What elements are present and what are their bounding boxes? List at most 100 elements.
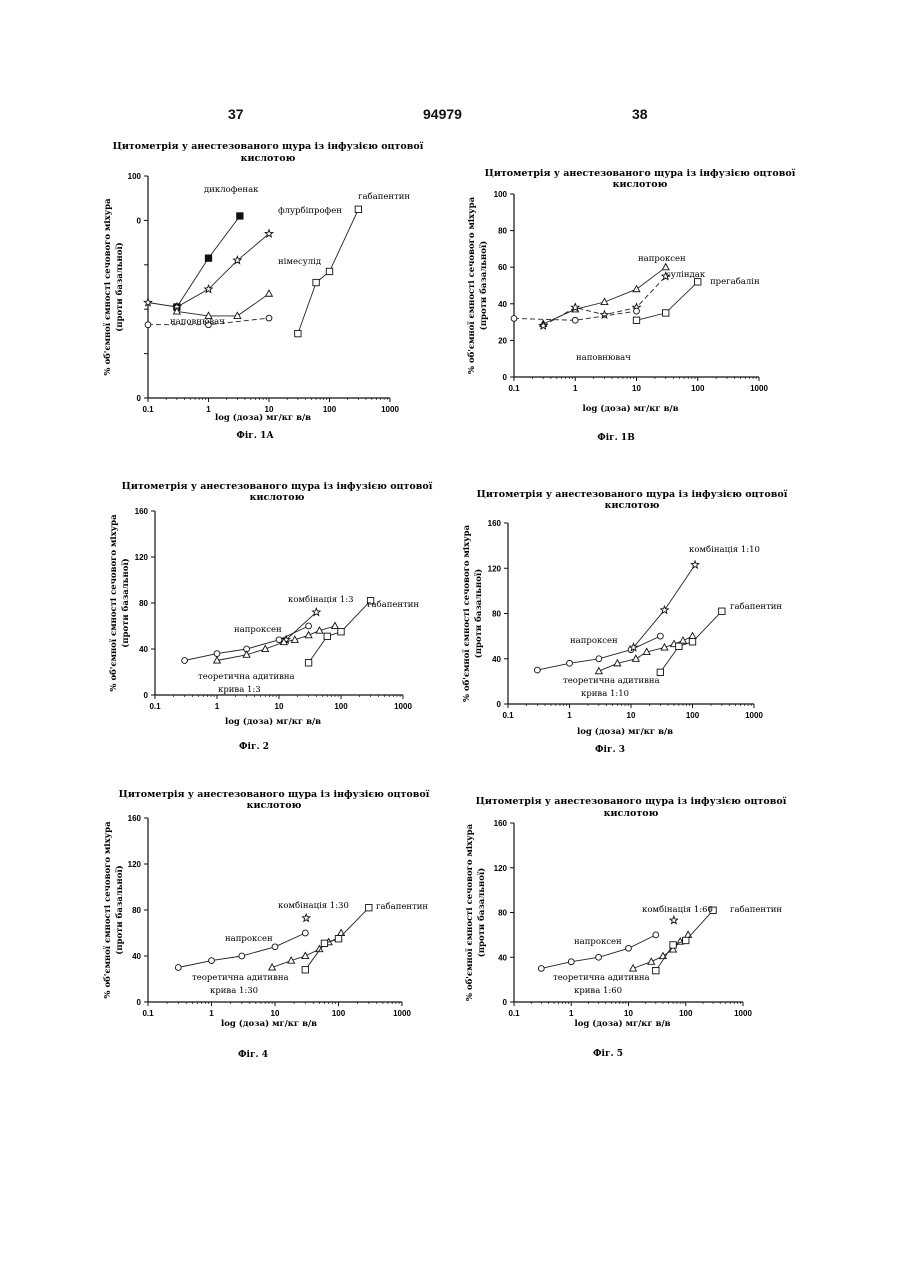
x-tick-label: 0.1 [142,405,154,414]
chart-title: Цитометрія у анестезованого щура із інфу… [122,481,433,492]
figure-caption: Фіг. 5 [593,1049,623,1059]
data-point [214,651,220,657]
data-point [596,656,602,662]
data-point [145,322,151,328]
chart-svg: Цитометрія у анестезованого щура із інфу… [460,484,860,770]
annotation-label: напроксен [638,254,686,264]
annotation-label: габапентин [367,599,419,610]
chart-svg: Цитометрія у анестезованого щура із інфу… [460,164,860,446]
data-point [305,660,311,666]
data-point [633,286,640,292]
y-tick-label: 120 [494,864,508,873]
chart-fig-1a: Цитометрія у анестезованого щура із інфу… [40,136,440,446]
x-tick-label: 1000 [734,1009,752,1018]
series-1 [670,916,678,923]
x-tick-label: 10 [275,702,284,711]
data-point [632,655,639,661]
y-tick-label: 40 [492,655,501,664]
chart-fig-3: Цитометрія у анестезованого щура із інфу… [460,484,860,770]
data-point [335,936,341,942]
data-point [266,315,272,321]
data-point [305,632,312,638]
annotation-label: теоретична адитивна [192,973,289,983]
chart-title: кислотою [605,500,660,511]
x-tick-label: 1000 [381,405,399,414]
chart-svg: Цитометрія у анестезованого щура із інфу… [40,136,440,446]
data-point [313,279,319,285]
x-tick-label: 1 [569,1009,574,1018]
patent-number: 94979 [423,106,462,122]
series-1 [144,230,273,311]
chart-svg: Цитометрія у анестезованого щура із інфу… [40,476,440,762]
y-axis-label: (проти базальної) [114,865,125,954]
annotation-label: крива 1:10 [581,689,629,699]
data-point [209,958,215,964]
page-number-left: 37 [228,106,244,122]
x-tick-label: 10 [627,711,636,720]
data-point [683,937,689,943]
data-point [670,916,678,923]
data-point [355,206,361,212]
data-point [691,561,699,568]
data-point [572,317,578,323]
y-tick-label: 20 [498,336,507,345]
annotation-label: крива 1:3 [218,685,261,695]
data-point [272,944,278,950]
figure-caption: Фіг. 2 [239,742,269,752]
data-point [689,633,696,639]
y-tick-label: 40 [498,300,507,309]
y-tick-label: 0 [137,998,142,1007]
data-point [595,668,602,674]
y-tick-label: 80 [139,599,148,608]
y-axis-label: (проти базальної) [473,569,484,658]
annotation-label: теоретична адитивна [198,672,295,682]
x-axis-label: log (доза) мг/кг в/в [215,412,311,423]
chart-title: Цитометрія у анестезованого щура із інфу… [476,796,787,807]
series-1 [302,914,310,921]
y-tick-label: 40 [132,952,141,961]
data-point [689,639,695,645]
data-point [324,633,330,639]
annotation-label: комбінація 1:3 [288,594,354,605]
annotation-label: теоретична адитивна [563,676,660,686]
annotation-label: наповнювач [170,317,225,327]
data-point [596,954,602,960]
chart-title: Цитометрія у анестезованого щура із інфу… [119,789,430,800]
chart-title: кислотою [247,800,302,811]
annotation-label: крива 1:60 [574,986,622,996]
data-point [295,330,301,336]
series-3 [657,608,725,675]
data-point [567,660,573,666]
data-point [302,952,309,958]
x-tick-label: 1000 [394,702,412,711]
data-point [205,255,211,261]
x-tick-label: 100 [332,1009,346,1018]
chart-fig-5: Цитометрія у анестезованого щура із інфу… [460,794,860,1074]
series-line [148,234,269,307]
data-point [601,311,609,318]
y-axis-label: % об'ємної ємності сечового міхура [102,821,113,999]
data-point [302,914,310,921]
series-3 [653,907,717,974]
series-line [177,294,269,316]
annotation-label: комбінація 1:30 [278,900,349,911]
annotation-label: прегабалін [710,276,760,287]
data-point [653,967,659,973]
annotation-label: німесулід [278,257,321,267]
x-tick-label: 1000 [750,384,768,393]
y-tick-label: 120 [488,564,502,573]
x-tick-label: 1 [209,1009,214,1018]
x-tick-label: 0.1 [142,1009,154,1018]
data-point [332,622,339,628]
chart-svg: Цитометрія у анестезованого щура із інфу… [460,794,860,1074]
data-point [685,931,692,937]
x-tick-label: 100 [334,702,348,711]
data-point [626,945,632,951]
y-axis-label: % об'ємної ємності сечового міхура [102,198,113,376]
x-axis-label: log (доза) мг/кг в/в [575,1018,671,1029]
x-tick-label: 1000 [745,711,763,720]
y-tick-label: 0 [144,691,149,700]
y-tick-label: 0 [137,394,142,403]
data-point [719,608,725,614]
annotation-label: флурбіпрофен [278,205,342,216]
